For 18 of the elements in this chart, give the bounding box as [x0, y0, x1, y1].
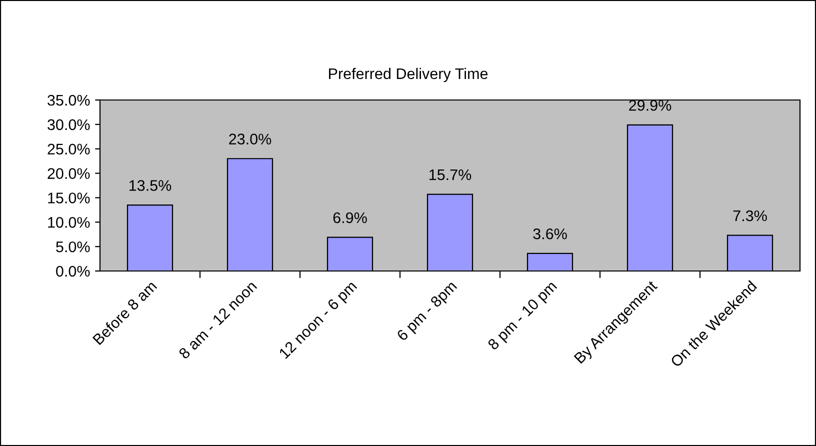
- y-tick-label: 35.0%: [48, 94, 90, 106]
- y-tick-label: 20.0%: [48, 168, 90, 179]
- data-label: 13.5%: [130, 180, 172, 191]
- data-label: 3.6%: [533, 228, 567, 240]
- y-tick-label: 15.0%: [48, 192, 90, 204]
- data-label: 6.9%: [333, 212, 367, 224]
- data-label: 29.9%: [629, 100, 672, 111]
- chart-title: Preferred Delivery Time: [329, 68, 488, 82]
- y-tick-label: 25.0%: [48, 144, 90, 155]
- x-tick-label: 6 pm - 8pm: [396, 280, 460, 344]
- data-label: 15.7%: [430, 169, 472, 180]
- data-label: 23.0%: [229, 134, 272, 144]
- y-tick-label: 0.0%: [56, 266, 90, 277]
- y-tick-label: 10.0%: [48, 217, 90, 228]
- data-label: 7.3%: [733, 210, 767, 222]
- y-tick-label: 5.0%: [56, 241, 90, 252]
- x-tick-label: 8 pm - 10 pm: [487, 280, 560, 353]
- y-tick-label: 30.0%: [48, 119, 90, 130]
